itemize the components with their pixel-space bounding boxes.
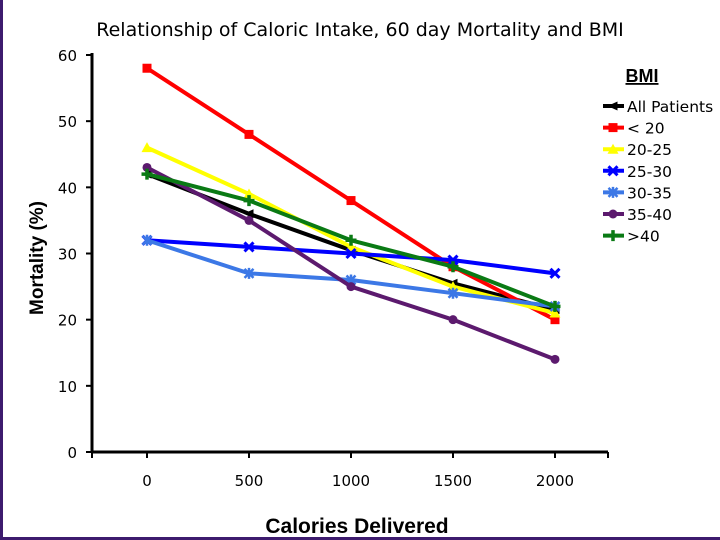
data-point (141, 168, 153, 180)
data-point (142, 63, 152, 73)
legend-label: < 20 (627, 120, 665, 138)
data-point (243, 188, 255, 199)
data-point (243, 209, 254, 219)
data-point (346, 196, 356, 206)
legend-item: 25-30 (603, 163, 672, 181)
y-tick-label: 0 (67, 444, 77, 462)
legend-item: 20-25 (603, 141, 672, 159)
axes: 0 10 20 30 40 50 60 0 500 1000 1500 2000 (58, 47, 609, 490)
data-point (244, 129, 254, 139)
x-tick-label: 0 (142, 472, 152, 490)
data-point (243, 241, 255, 253)
data-point (141, 234, 153, 246)
x-tick-label: 1000 (332, 472, 370, 490)
legend-marker (608, 123, 618, 133)
data-point (549, 307, 561, 318)
legend-marker (607, 230, 619, 242)
legend-item: 30-35 (603, 184, 672, 202)
data-point (447, 281, 459, 292)
legend: All Patients < 20 20-25 25-30 30-35 35-40 >40 (603, 98, 713, 246)
y-axis-label: Mortality (%) (27, 201, 48, 315)
legend-title: BMI (626, 66, 659, 86)
series-4 (141, 234, 561, 312)
data-point (346, 282, 356, 292)
y-tick-label: 30 (58, 246, 77, 264)
legend-label: 30-35 (627, 184, 672, 202)
y-tick-label: 50 (58, 113, 77, 131)
data-point (549, 267, 561, 279)
x-tick-label: 500 (235, 472, 264, 490)
legend-marker (607, 101, 618, 111)
legend-item: >40 (603, 228, 660, 246)
left-border (0, 0, 3, 540)
legend-label: 20-25 (627, 141, 672, 159)
data-point (243, 195, 255, 207)
data-point (244, 215, 254, 225)
legend-item: < 20 (603, 120, 665, 138)
data-point (447, 254, 459, 266)
data-point (448, 315, 458, 325)
data-point (345, 247, 357, 260)
x-tick-label: 2000 (536, 472, 574, 490)
data-point (550, 315, 560, 325)
data-point (142, 162, 152, 172)
legend-label: All Patients (627, 98, 713, 116)
legend-item: All Patients (603, 98, 713, 116)
legend-label: 25-30 (627, 163, 672, 181)
series-layer (141, 63, 561, 364)
y-tick-label: 60 (58, 47, 77, 65)
data-point (447, 261, 459, 273)
data-point (550, 354, 560, 364)
data-point (447, 287, 459, 299)
x-axis-label: Calories Delivered (265, 515, 448, 538)
legend-marker (607, 186, 619, 198)
data-point (141, 142, 153, 153)
legend-marker (607, 165, 619, 177)
chart-title: Relationship of Caloric Intake, 60 day M… (96, 19, 623, 41)
data-point (243, 267, 255, 279)
y-tick-label: 40 (58, 179, 77, 197)
data-point (345, 234, 357, 246)
legend-label: >40 (627, 228, 660, 246)
series-5 (142, 162, 560, 364)
y-tick-label: 20 (58, 312, 77, 330)
legend-label: 35-40 (627, 206, 672, 224)
data-point (549, 300, 561, 312)
legend-item: 35-40 (603, 206, 672, 224)
x-tick-label: 1500 (434, 472, 472, 490)
y-tick-label: 10 (58, 378, 77, 396)
legend-marker (607, 143, 619, 154)
series-6 (141, 168, 561, 312)
series-2 (141, 142, 561, 318)
legend-marker (608, 209, 618, 219)
bottom-border (0, 537, 720, 540)
